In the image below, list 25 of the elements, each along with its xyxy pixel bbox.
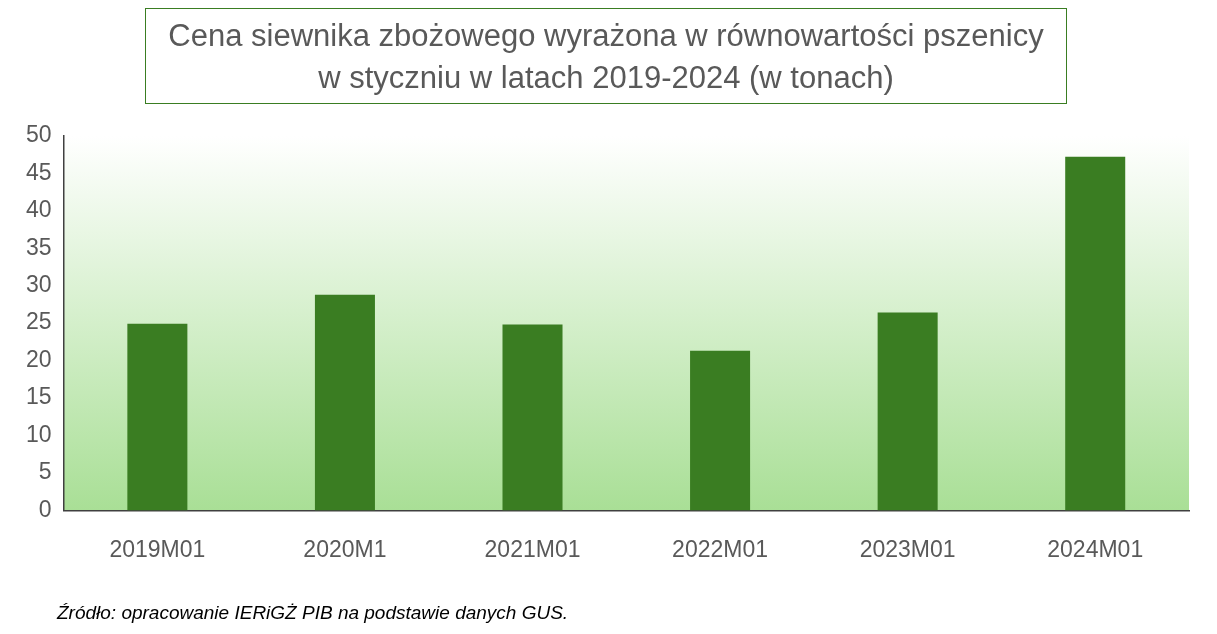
y-tick-label: 35 (25, 233, 52, 260)
y-tick-label: 20 (25, 345, 52, 372)
x-tick-label: 2020M1 (303, 535, 387, 562)
y-tick-label: 5 (38, 458, 52, 485)
bar (1065, 156, 1126, 511)
bar (314, 294, 375, 511)
y-tick-label: 0 (38, 495, 52, 522)
x-tick-label: 2023M01 (859, 535, 956, 562)
x-tick-label: 2021M01 (484, 535, 581, 562)
y-tick-label: 45 (25, 158, 52, 185)
y-tick-label: 25 (25, 308, 52, 335)
x-tick-label: 2019M01 (109, 535, 206, 562)
y-tick-label: 50 (25, 121, 52, 148)
y-tick-label: 40 (25, 196, 52, 223)
bar (127, 323, 188, 511)
bar (502, 324, 563, 511)
x-tick-label: 2022M01 (672, 535, 769, 562)
chart-title: Cena siewnika zbożowego wyrażona w równowartości pszenicy w styczniu w latach 2019-2024 (w tonach) (145, 8, 1067, 104)
bar (690, 350, 751, 511)
y-tick-label: 30 (25, 270, 52, 297)
y-tick-label: 10 (25, 420, 52, 447)
y-tick-label: 15 (25, 383, 52, 410)
bar (877, 312, 938, 511)
text: Źródło: opracowanie IERiGŻ PIB na podstawie danych GUS. (57, 602, 569, 624)
x-tick-label: 2024M01 (1047, 535, 1144, 562)
